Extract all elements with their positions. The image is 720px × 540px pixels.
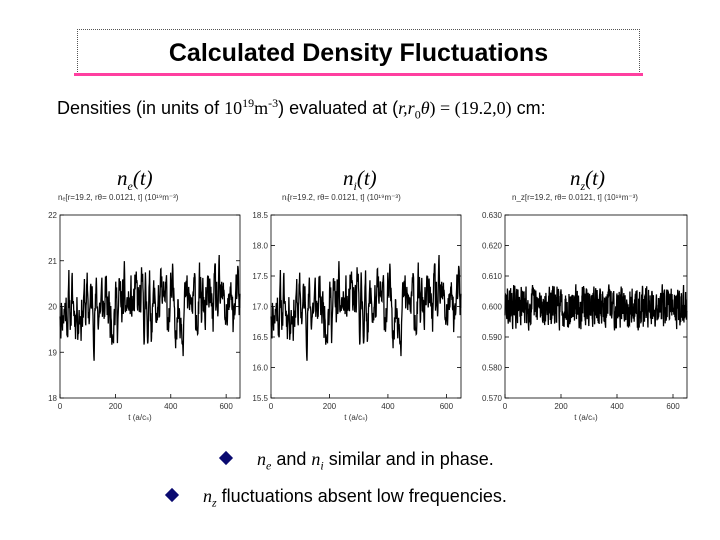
subtitle: Densities (in units of 1019m-3) evaluate… <box>57 96 546 123</box>
series-line-n_z(t) <box>504 284 688 331</box>
panel-label-ni-sym: n <box>343 166 354 190</box>
y-tick-label: 17.0 <box>252 303 268 312</box>
bullet-1-and: and <box>271 449 312 469</box>
bullet-1-n2: n <box>311 449 321 469</box>
subtitle-coord-sub: 0 <box>414 107 421 122</box>
y-tick-label: 0.590 <box>482 333 503 342</box>
y-tick-label: 18 <box>48 394 57 403</box>
subtitle-unit: m <box>254 98 269 118</box>
bullet-2-n: n <box>203 486 212 506</box>
subtitle-eq: ) = (19.2,0) <box>429 98 512 118</box>
chart-ni: 15.5 16.0 16.5 17.0 17.5 18.0 18.5 0 200 400 600 t … <box>252 211 462 422</box>
panel-label-ne-sym: n <box>117 166 128 190</box>
x-tick-label: 600 <box>666 402 680 411</box>
y-tick-label: 18.5 <box>252 211 268 220</box>
bullet-1-sub-i: i <box>320 458 324 473</box>
x-tick-label: 200 <box>554 402 568 411</box>
bullet-2-text: fluctuations absent low frequencies. <box>216 486 507 506</box>
chart-ne: 18 19 20 21 22 0 200 400 600 t (a/cₛ) <box>48 211 241 422</box>
panel-label-ne-sub: e <box>127 179 133 194</box>
y-tick-label: 16.0 <box>252 364 268 373</box>
chart-nz: 0.570 0.580 0.590 0.600 0.610 0.620 0.630 0 200 4… <box>482 211 688 422</box>
bullet-1-text: similar and in phase. <box>323 449 494 469</box>
x-axis-label: t (a/cₛ) <box>128 413 152 422</box>
y-tick-label: 16.5 <box>252 333 268 342</box>
bullet-2-sub-z: z <box>212 495 217 510</box>
bullet-diamond-icon <box>164 487 180 503</box>
x-tick-label: 0 <box>503 402 508 411</box>
panel-label-ne: ne(t) <box>117 166 153 194</box>
y-tick-label: 22 <box>48 211 57 220</box>
series-line-n_i(t) <box>270 254 462 361</box>
y-tick-label: 15.5 <box>252 394 268 403</box>
y-tick-label: 20 <box>48 303 57 312</box>
x-tick-label: 200 <box>323 402 337 411</box>
x-tick-label: 0 <box>269 402 274 411</box>
panel-label-ni: ni(t) <box>343 166 377 194</box>
y-tick-label: 21 <box>48 257 57 266</box>
subtitle-coords: r,r <box>398 98 415 118</box>
panel-label-ni-arg: (t) <box>356 166 377 190</box>
panel-label-nz-arg: (t) <box>585 166 605 190</box>
panel-label-nz-sub: z <box>580 179 586 194</box>
panel-head-ne: nₑ[r=19.2, rθ= 0.0121, t] (10¹⁹m⁻³) <box>58 193 179 202</box>
y-tick-label: 0.580 <box>482 364 503 373</box>
y-tick-label: 0.630 <box>482 211 503 220</box>
panel-label-nz-sym: n <box>570 166 581 190</box>
bullet-diamond-icon <box>218 450 234 466</box>
bullet-1-sub-e: e <box>266 458 272 473</box>
bullet-2: nz fluctuations absent low frequencies. <box>164 486 507 511</box>
x-tick-label: 400 <box>381 402 395 411</box>
subtitle-theta: θ <box>420 98 430 118</box>
page-title: Calculated Density Fluctuations <box>168 39 549 67</box>
y-tick-label: 19 <box>48 348 57 357</box>
subtitle-exp: 19 <box>242 96 255 110</box>
x-tick-label: 600 <box>219 402 233 411</box>
subtitle-base: 10 <box>224 98 243 118</box>
bullet-1: ne and ni similar and in phase. <box>218 449 494 474</box>
series-line-n_e(t) <box>59 254 241 361</box>
x-tick-label: 200 <box>109 402 123 411</box>
bullet-1-n: n <box>257 449 266 469</box>
panel-head-ni: nᵢ[r=19.2, rθ= 0.0121, t] (10¹⁹m⁻³) <box>282 193 401 202</box>
x-tick-label: 400 <box>610 402 624 411</box>
title-box: Calculated Density Fluctuations <box>74 29 643 76</box>
subtitle-prefix: Densities (in units of <box>57 98 225 118</box>
subtitle-suffix: cm: <box>511 98 546 118</box>
panel-label-nz: nz(t) <box>570 166 605 194</box>
y-tick-label: 0.570 <box>482 394 503 403</box>
y-tick-label: 0.610 <box>482 272 503 281</box>
subtitle-mid: ) evaluated at ( <box>278 98 399 118</box>
subtitle-unit-exp: -3 <box>268 96 279 110</box>
x-tick-label: 600 <box>440 402 454 411</box>
y-tick-label: 18.0 <box>252 242 268 251</box>
y-tick-label: 0.600 <box>482 303 503 312</box>
x-axis-label: t (a/cₛ) <box>574 413 598 422</box>
x-axis-label: t (a/cₛ) <box>344 413 368 422</box>
x-tick-label: 400 <box>164 402 178 411</box>
y-tick-label: 17.5 <box>252 272 268 281</box>
y-tick-label: 0.620 <box>482 242 503 251</box>
x-tick-label: 0 <box>58 402 63 411</box>
title-underline <box>74 73 643 76</box>
panel-label-ni-sub: i <box>353 179 357 194</box>
panel-head-nz: n_z[r=19.2, rθ= 0.0121, t] (10¹⁹m⁻³) <box>512 193 638 202</box>
panel-label-ne-arg: (t) <box>132 166 153 190</box>
